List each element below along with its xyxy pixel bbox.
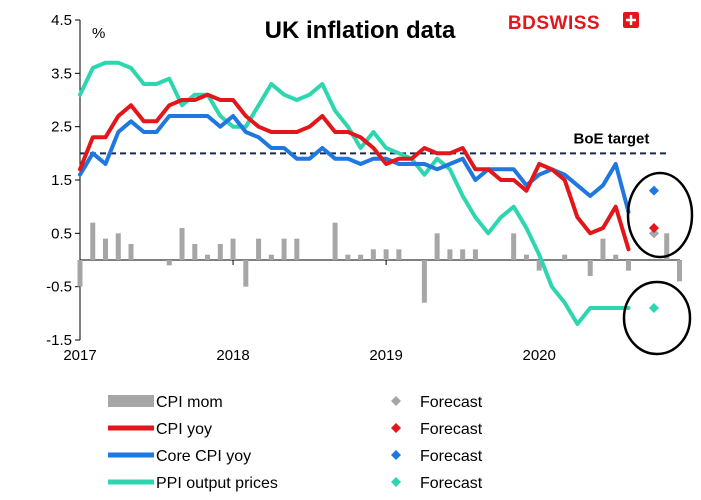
cpi-mom-bar	[103, 238, 109, 260]
cpi-mom-bar	[472, 249, 478, 260]
forecast-markers	[648, 185, 659, 313]
forecast-marker	[648, 228, 659, 239]
cpi-mom-bar	[536, 260, 542, 271]
legend-swatch	[108, 395, 154, 407]
cpi-mom-bar	[358, 254, 364, 260]
chart-title: UK inflation data	[265, 17, 456, 44]
cpi-mom-bar	[613, 254, 619, 260]
legend-forecast-swatch	[391, 396, 401, 406]
forecast-highlight-circle-lower	[622, 280, 692, 356]
legend-forecast-label: Forecast	[420, 475, 483, 492]
cpi-mom-bar	[268, 254, 274, 260]
ppi-output-prices-line	[78, 60, 631, 326]
cpi-mom-bars	[77, 222, 682, 303]
y-tick-label: 4.5	[51, 12, 72, 29]
legend-forecast-label: Forecast	[420, 394, 483, 411]
cpi-mom-bar	[192, 244, 198, 260]
x-axis: 2017 2018 2019 2020	[63, 260, 556, 364]
y-axis: 4.5 3.5 2.5 1.5 0.5 -0.5 -1.5	[46, 12, 81, 349]
cpi-mom-bar	[600, 238, 606, 260]
forecast-marker	[648, 223, 659, 233]
legend-forecast-swatch	[391, 477, 401, 487]
y-tick-label: -0.5	[46, 279, 72, 296]
legend-forecast-label: Forecast	[420, 421, 483, 438]
brand-logo: BDSWISS	[508, 12, 639, 34]
legend-label: CPI yoy	[156, 421, 212, 438]
legend-label: PPI output prices	[156, 475, 278, 492]
cpi-mom-bar	[179, 228, 185, 260]
cpi-mom-bar	[115, 233, 121, 260]
legend: CPI mom Forecast CPI yoy Forecast Core CPI y…	[108, 394, 483, 492]
cpi-mom-bar	[256, 238, 262, 260]
cpi-mom-bar	[77, 260, 83, 287]
cpi-mom-bar	[230, 238, 236, 260]
legend-label: CPI mom	[156, 394, 223, 411]
cpi-mom-bar	[243, 260, 249, 287]
forecast-highlight-circle-upper	[626, 171, 694, 259]
legend-forecast-swatch	[391, 450, 401, 460]
cpi-mom-bar	[664, 233, 670, 260]
cpi-mom-bar	[396, 249, 402, 260]
cpi-mom-bar	[587, 260, 593, 276]
legend-forecast-label: Forecast	[420, 448, 483, 465]
cpi-mom-bar	[128, 244, 134, 260]
cpi-mom-bar	[332, 222, 338, 260]
cpi-mom-bar	[205, 254, 211, 260]
y-tick-label: 1.5	[51, 172, 72, 189]
cpi-yoy-line	[78, 92, 631, 252]
y-tick-label: 2.5	[51, 119, 72, 136]
cpi-mom-bar	[281, 238, 287, 260]
cpi-mom-bar	[625, 260, 631, 271]
cpi-mom-bar	[511, 233, 517, 260]
cpi-mom-bar	[447, 249, 453, 260]
legend-forecast-swatch	[391, 423, 401, 433]
brand-cross-icon-mark	[626, 15, 636, 25]
y-tick-label: 3.5	[51, 65, 72, 82]
x-tick-label: 2018	[216, 347, 249, 364]
x-tick-label: 2019	[369, 347, 402, 364]
y-tick-label: 0.5	[51, 225, 72, 242]
cpi-mom-bar	[676, 260, 682, 282]
cpi-mom-bar	[166, 260, 172, 266]
cpi-mom-bar	[90, 222, 96, 260]
cpi-mom-bar	[562, 254, 568, 260]
x-tick-label: 2020	[522, 347, 555, 364]
x-tick-label: 2017	[63, 347, 96, 364]
boe-target-label: BoE target	[574, 130, 650, 147]
forecast-marker	[648, 185, 659, 196]
unit-label: %	[92, 25, 105, 42]
cpi-mom-bar	[345, 254, 351, 260]
cpi-mom-bar	[383, 249, 389, 260]
forecast-marker	[648, 303, 659, 313]
series-lines	[78, 60, 631, 326]
y-tick-label: -1.5	[46, 332, 72, 349]
cpi-mom-bar	[523, 254, 529, 260]
cpi-mom-bar	[460, 249, 466, 260]
cpi-mom-bar	[294, 238, 300, 260]
legend-label: Core CPI yoy	[156, 448, 251, 465]
core-cpi-yoy-line	[78, 114, 631, 214]
cpi-mom-bar	[434, 233, 440, 260]
cpi-mom-bar	[217, 244, 223, 260]
cpi-mom-bar	[370, 249, 376, 260]
brand-name: BDSWISS	[508, 13, 600, 34]
cpi-mom-bar	[421, 260, 427, 303]
